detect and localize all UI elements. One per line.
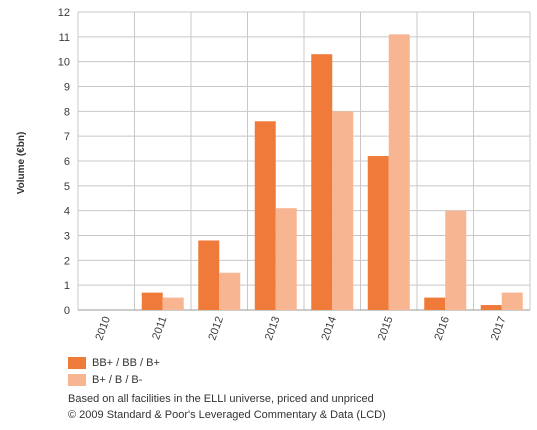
y-tick-label: 8 bbox=[64, 106, 70, 118]
x-tick-label: 2011 bbox=[150, 315, 169, 341]
note-copyright: © 2009 Standard & Poor's Leveraged Comme… bbox=[68, 409, 386, 421]
legend-label-series-1: BB+ / BB / B+ bbox=[92, 356, 160, 369]
y-tick-label: 3 bbox=[64, 231, 70, 243]
y-tick-label: 0 bbox=[64, 305, 70, 317]
legend-item-series-2: B+ / B / B- bbox=[68, 371, 160, 388]
x-tick-label: 2014 bbox=[319, 315, 339, 342]
bar-series-1-2015 bbox=[367, 156, 389, 310]
y-tick-label: 7 bbox=[64, 131, 70, 143]
bar-series-2-2014 bbox=[332, 111, 354, 310]
y-tick-label: 4 bbox=[64, 206, 70, 218]
y-tick-label: 6 bbox=[64, 156, 70, 168]
y-axis-label: Volume (€bn) bbox=[16, 132, 27, 195]
y-tick-label: 12 bbox=[58, 7, 70, 19]
y-tick-label: 9 bbox=[64, 82, 70, 94]
legend-label-series-2: B+ / B / B- bbox=[92, 373, 143, 386]
bar-series-1-2017 bbox=[480, 305, 502, 310]
y-tick-label: 11 bbox=[59, 32, 70, 44]
bar-series-2-2015 bbox=[388, 34, 410, 310]
y-tick-label: 1 bbox=[64, 280, 70, 292]
bar-series-2-2011 bbox=[162, 297, 184, 310]
bar-series-1-2013 bbox=[254, 121, 276, 311]
y-tick-label: 2 bbox=[64, 255, 70, 267]
bar-series-2-2016 bbox=[445, 210, 467, 310]
bars bbox=[141, 34, 523, 311]
bar-series-2-2017 bbox=[501, 292, 523, 310]
legend-item-series-1: BB+ / BB / B+ bbox=[68, 354, 160, 371]
bar-series-1-2012 bbox=[198, 240, 220, 310]
y-tick-label: 5 bbox=[64, 181, 70, 193]
bar-series-2-2013 bbox=[275, 208, 297, 310]
y-tick-label: 10 bbox=[58, 57, 70, 69]
x-tick-labels: 2010 2011 2012 2013 2014 2015 2016 2017 bbox=[93, 315, 508, 342]
x-tick-label: 2016 bbox=[432, 315, 452, 342]
x-tick-label: 2017 bbox=[489, 315, 509, 342]
bar-series-1-2014 bbox=[311, 54, 333, 310]
x-tick-label: 2010 bbox=[93, 315, 113, 342]
legend-swatch-series-2 bbox=[68, 373, 86, 386]
x-tick-label: 2013 bbox=[263, 315, 283, 342]
bar-series-1-2011 bbox=[141, 292, 163, 310]
chart-notes: Based on all facilities in the ELLI univ… bbox=[68, 391, 386, 423]
x-tick-label: 2012 bbox=[206, 315, 226, 342]
legend-swatch-series-1 bbox=[68, 356, 86, 369]
bar-series-2-2012 bbox=[219, 272, 241, 310]
note-source-universe: Based on all facilities in the ELLI univ… bbox=[68, 393, 374, 405]
legend: BB+ / BB / B+ B+ / B / B- bbox=[68, 354, 160, 388]
bar-series-1-2016 bbox=[424, 297, 446, 310]
x-tick-label: 2015 bbox=[376, 315, 396, 342]
